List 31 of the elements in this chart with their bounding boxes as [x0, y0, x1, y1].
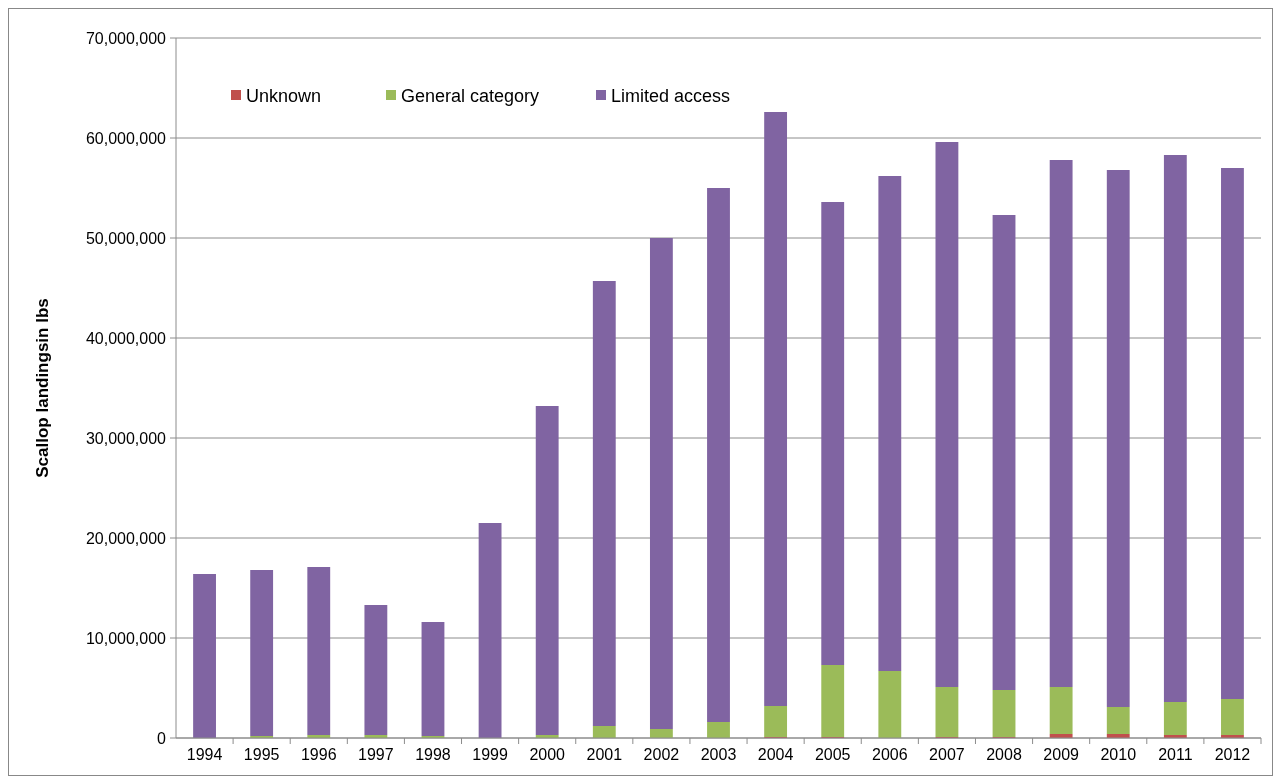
x-tick-label: 2000	[529, 746, 566, 763]
x-tick-label: 2006	[872, 746, 908, 763]
y-tick-label: 40,000,000	[85, 329, 167, 347]
y-tick-label: 20,000,000	[85, 529, 167, 547]
y-tick-label: 30,000,000	[85, 429, 167, 447]
legend-label: General category	[401, 86, 540, 107]
y-tick-label: 0	[157, 729, 167, 747]
x-tick-label: 2007	[929, 746, 965, 763]
x-tick-label: 2011	[1158, 746, 1193, 763]
x-tick-label: 2009	[1043, 746, 1080, 763]
x-tick-label: 1998	[415, 746, 451, 763]
x-tick-label: 2005	[814, 746, 851, 763]
x-tick-label: 1995	[243, 746, 280, 763]
x-tick-label: 1999	[472, 746, 508, 763]
x-tick-label: 2003	[700, 746, 737, 763]
y-axis-title: Scallop landingsin lbs	[33, 298, 52, 478]
y-tick-label: 70,000,000	[85, 29, 167, 47]
x-tick-label: 2001	[586, 746, 623, 763]
y-tick-label: 10,000,000	[85, 629, 167, 647]
x-tick-label: 2008	[986, 746, 1022, 763]
y-tick-label: 60,000,000	[85, 129, 167, 147]
x-tick-label: 1997	[358, 746, 394, 763]
x-tick-label: 2012	[1214, 746, 1251, 763]
x-tick-label: 2004	[757, 746, 794, 763]
x-tick-label: 2010	[1100, 746, 1137, 763]
x-tick-label: 1996	[300, 746, 337, 763]
legend-label: Unknown	[246, 86, 322, 107]
y-tick-label: 50,000,000	[85, 229, 167, 247]
x-tick-label: 1994	[186, 746, 223, 763]
x-tick-label: 2002	[643, 746, 680, 763]
legend-label: Limited access	[611, 86, 731, 107]
